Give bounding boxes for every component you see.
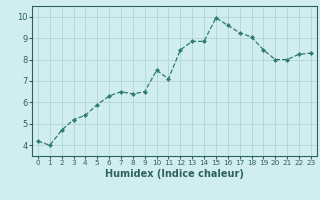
X-axis label: Humidex (Indice chaleur): Humidex (Indice chaleur) (105, 169, 244, 179)
